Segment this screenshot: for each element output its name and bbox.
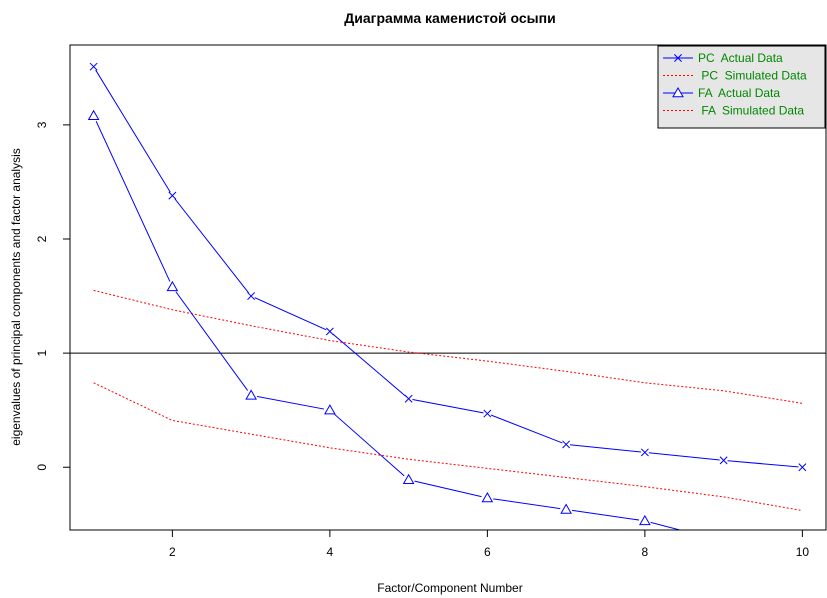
series-3-point [719,536,729,545]
series-1-point [168,191,177,200]
marker-stroke [404,394,413,403]
legend-label-1: PC Actual Data [698,51,783,65]
series-line-1 [93,66,803,468]
series-1-point [247,292,256,301]
marker-gap [718,535,730,547]
legend-marker-1 [674,54,682,62]
marker-stroke [719,456,728,465]
x-tick-label: 6 [484,545,491,559]
series-3-point [639,514,651,526]
series-1-point [562,440,571,449]
marker-stroke [640,448,649,457]
x-tick-label: 10 [796,545,810,559]
series-3-point [87,109,100,121]
marker-stroke [674,54,682,62]
marker-stroke [483,409,492,418]
series-3-point [324,404,336,415]
series-3-point [245,389,257,400]
y-axis-label: eigenvalues of principal components and … [9,148,23,446]
marker-stroke [89,62,98,71]
marker-stroke [168,191,177,200]
y-tick-label: 1 [35,349,49,356]
legend-label-2: PC Simulated Data [698,69,807,83]
marker-stroke [798,463,807,472]
x-tick-label: 2 [169,545,176,559]
series-1-point [798,463,807,472]
marker-stroke [247,292,256,301]
series-3-point [402,473,415,485]
axes: 2 4 6 8 10 0 1 2 3 [35,121,809,559]
series-line-2 [93,289,803,404]
series-1-point [719,456,728,465]
x-axis-label: Factor/Component Number [377,581,522,595]
plot-frame [69,44,827,531]
series-1-point [640,448,649,457]
series-3-point [166,280,179,292]
series-1-point [483,409,492,418]
series-line-3 [93,115,682,530]
series-line-4 [93,382,803,512]
series-1-point [325,327,334,336]
legend: PC Actual Data PC Simulated Data FA Actua… [657,45,826,129]
marker-stroke [325,327,334,336]
series-1-point [404,394,413,403]
y-tick-label: 0 [35,464,49,471]
legend-box [657,45,826,129]
legend-label-3: FA Actual Data [698,86,780,100]
chart-title: Диаграмма каменистой осыпи [344,10,555,26]
legend-label-4: FA Simulated Data [698,104,804,118]
series-3-point [560,503,572,514]
series-3-point [481,492,494,503]
marker-stroke [562,440,571,449]
y-tick-label: 2 [35,235,49,242]
x-tick-label: 4 [327,545,334,559]
series-1-point [89,62,98,71]
y-tick-label: 3 [35,121,49,128]
x-tick-label: 8 [642,545,649,559]
legend-marker-3 [672,86,684,98]
series-layer [70,62,826,547]
